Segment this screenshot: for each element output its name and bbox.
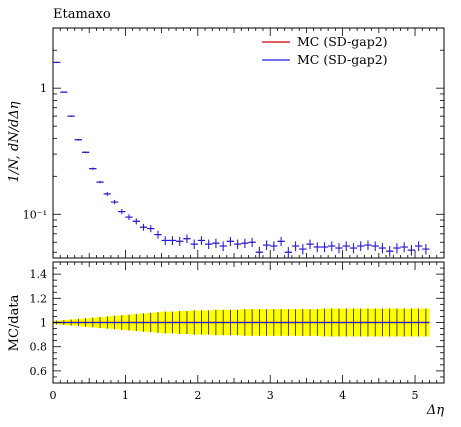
main-y-axis-label: 1/N, dN/dΔη (7, 101, 22, 182)
main-plot-area: 1 10⁻¹ (23, 27, 445, 259)
x-tick-label: 3 (267, 389, 274, 402)
legend: MC (SD-gap2) MC (SD-gap2) (262, 34, 388, 67)
ratio-y-tick-label: 1.4 (30, 268, 48, 281)
chart-title: Etamaxo (53, 7, 111, 22)
ratio-y-tick-label: 0.8 (30, 341, 48, 354)
x-tick-label: 1 (122, 389, 129, 402)
x-axis-label: Δη (426, 403, 444, 418)
ratio-y-tick-label: 0.6 (30, 365, 48, 378)
ratio-plot-area: 0 1 2 3 4 5 0.6 0.8 1 1.2 1.4 (30, 261, 445, 402)
x-tick-label: 0 (50, 389, 57, 402)
main-y-tick-label: 1 (40, 82, 47, 95)
x-tick-label: 5 (412, 389, 419, 402)
ratio-y-axis-label: MC/data (7, 294, 22, 351)
ratio-y-tick-label: 1.2 (30, 292, 48, 305)
x-tick-label: 2 (194, 389, 201, 402)
x-tick-label: 4 (339, 389, 346, 402)
legend-label-series-1: MC (SD-gap2) (297, 34, 388, 49)
legend-label-series-2: MC (SD-gap2) (297, 52, 388, 67)
main-y-tick-label: 10⁻¹ (23, 208, 47, 221)
ratio-y-tick-label: 1 (40, 317, 47, 330)
